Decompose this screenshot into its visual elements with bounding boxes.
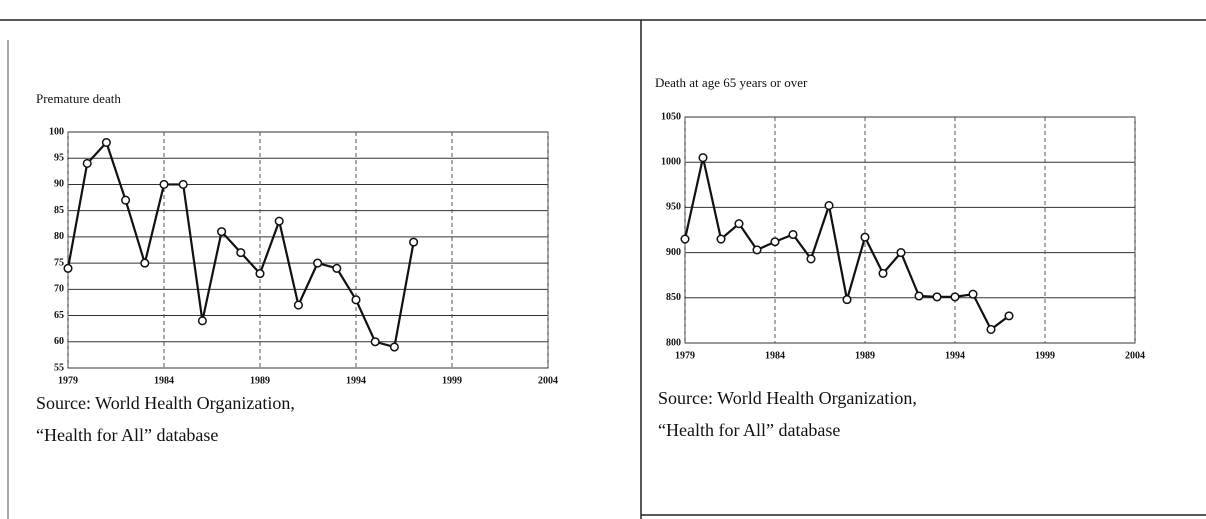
point bbox=[82, 158, 92, 169]
point bbox=[274, 216, 284, 226]
y-tick-label: 100 bbox=[49, 126, 64, 137]
point bbox=[770, 237, 780, 247]
y-tick-label: 95 bbox=[54, 153, 64, 164]
point bbox=[255, 269, 265, 279]
y-tick-label: 60 bbox=[54, 336, 64, 347]
point bbox=[121, 195, 131, 205]
point bbox=[236, 248, 246, 258]
point bbox=[788, 229, 798, 240]
plot-frame bbox=[684, 116, 1136, 344]
y-tick-label: 90 bbox=[54, 179, 64, 190]
x-tick-label: 1989 bbox=[855, 350, 875, 361]
point bbox=[860, 232, 870, 242]
x-tick-label: 2004 bbox=[1125, 350, 1145, 361]
x-tick-label: 1979 bbox=[675, 350, 695, 361]
point bbox=[370, 337, 380, 347]
source-note: “Health for All” database bbox=[36, 425, 218, 445]
x-tick-label: 1994 bbox=[945, 350, 965, 361]
point bbox=[159, 179, 169, 189]
point bbox=[734, 219, 744, 229]
y-tick-label: 70 bbox=[54, 284, 64, 295]
y-tick-label: 900 bbox=[666, 247, 681, 258]
source-note: Source: World Health Organization, bbox=[658, 388, 917, 408]
point bbox=[101, 137, 111, 148]
point bbox=[896, 248, 906, 258]
point bbox=[950, 292, 960, 302]
point bbox=[217, 227, 227, 237]
x-tick-label: 1984 bbox=[765, 350, 785, 361]
y-tick-label: 800 bbox=[666, 337, 681, 348]
x-tick-label: 1999 bbox=[442, 375, 462, 386]
chart-title: Premature death bbox=[36, 91, 121, 106]
point bbox=[178, 179, 188, 189]
y-tick-label: 1050 bbox=[661, 111, 681, 122]
y-tick-label: 65 bbox=[54, 310, 64, 321]
point bbox=[293, 300, 303, 310]
series-line bbox=[66, 140, 415, 349]
point bbox=[878, 268, 888, 278]
source-note: “Health for All” database bbox=[658, 420, 840, 440]
y-tick-label: 85 bbox=[54, 205, 64, 216]
point bbox=[968, 289, 978, 299]
y-tick-label: 80 bbox=[54, 231, 64, 242]
x-tick-label: 1994 bbox=[346, 375, 366, 386]
x-tick-label: 1979 bbox=[58, 375, 78, 386]
point bbox=[932, 292, 942, 302]
point bbox=[806, 254, 816, 264]
source-note: Source: World Health Organization, bbox=[36, 393, 295, 413]
x-tick-label: 2004 bbox=[538, 375, 558, 386]
x-tick-label: 1984 bbox=[154, 375, 174, 386]
point bbox=[63, 263, 73, 273]
point bbox=[752, 245, 762, 255]
chart-title: Death at age 65 years or over bbox=[655, 75, 808, 90]
x-tick-label: 1999 bbox=[1035, 350, 1055, 361]
point bbox=[389, 342, 399, 352]
y-tick-label: 75 bbox=[54, 257, 64, 268]
point bbox=[986, 324, 996, 334]
point bbox=[197, 316, 207, 326]
point bbox=[914, 291, 924, 301]
point bbox=[351, 295, 361, 305]
y-tick-label: 850 bbox=[666, 292, 681, 303]
point bbox=[332, 263, 342, 273]
y-tick-label: 1000 bbox=[661, 156, 681, 167]
point bbox=[698, 153, 708, 163]
point bbox=[1004, 311, 1014, 321]
point bbox=[716, 234, 726, 244]
point bbox=[140, 258, 150, 268]
x-tick-label: 1989 bbox=[250, 375, 270, 386]
point bbox=[842, 295, 852, 305]
point bbox=[409, 237, 419, 247]
point bbox=[313, 258, 323, 268]
y-tick-label: 55 bbox=[54, 362, 64, 373]
y-tick-label: 950 bbox=[666, 202, 681, 213]
point bbox=[680, 234, 690, 244]
point bbox=[824, 201, 834, 211]
